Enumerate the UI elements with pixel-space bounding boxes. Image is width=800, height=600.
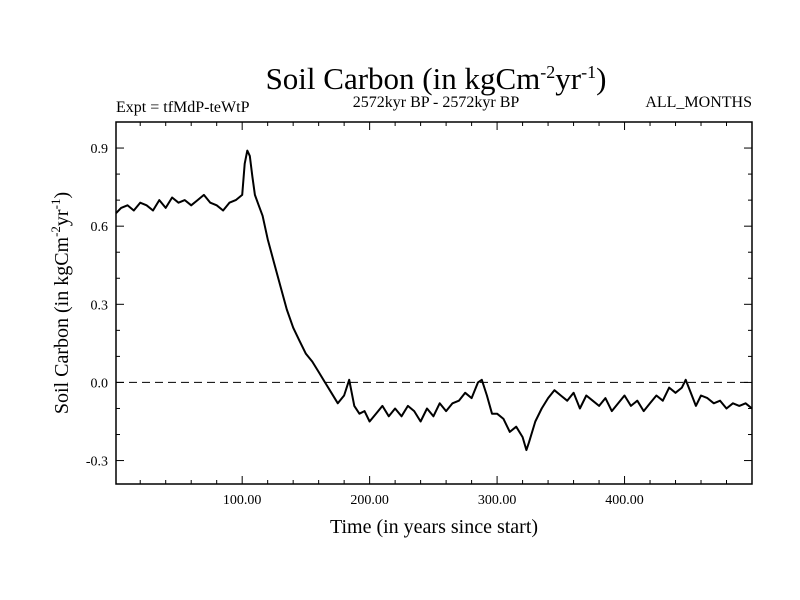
x-tick-label: 400.00 <box>605 493 644 508</box>
chart-title: Soil Carbon (in kgCm-2yr-1) <box>266 61 607 96</box>
x-axis-label: Time (in years since start) <box>330 516 538 538</box>
axis-ticks <box>116 122 752 484</box>
x-tick-label: 200.00 <box>350 493 389 508</box>
y-tick-label: 0.6 <box>91 220 109 235</box>
series-line-soil-carbon <box>115 149 753 452</box>
y-axis-label: Soil Carbon (in kgCm-2yr-1) <box>48 192 73 414</box>
y-tick-label: -0.3 <box>86 455 108 470</box>
y-tick-label: 0.3 <box>91 298 109 313</box>
y-tick-label: 0.0 <box>91 376 109 391</box>
plot-frame <box>115 121 753 485</box>
months-label: ALL_MONTHS <box>645 94 752 111</box>
x-tick-label: 300.00 <box>478 493 517 508</box>
x-tick-label: 100.00 <box>223 493 262 508</box>
time-range-label: 2572kyr BP - 2572kyr BP <box>353 94 520 111</box>
y-tick-label: 0.9 <box>91 142 109 157</box>
axis-tick-labels: 100.00 200.00 300.00 400.00 0.9 0.6 0.3 0.0 -0.3 <box>86 142 644 508</box>
experiment-label: Expt = tfMdP-teWtP <box>116 99 250 116</box>
